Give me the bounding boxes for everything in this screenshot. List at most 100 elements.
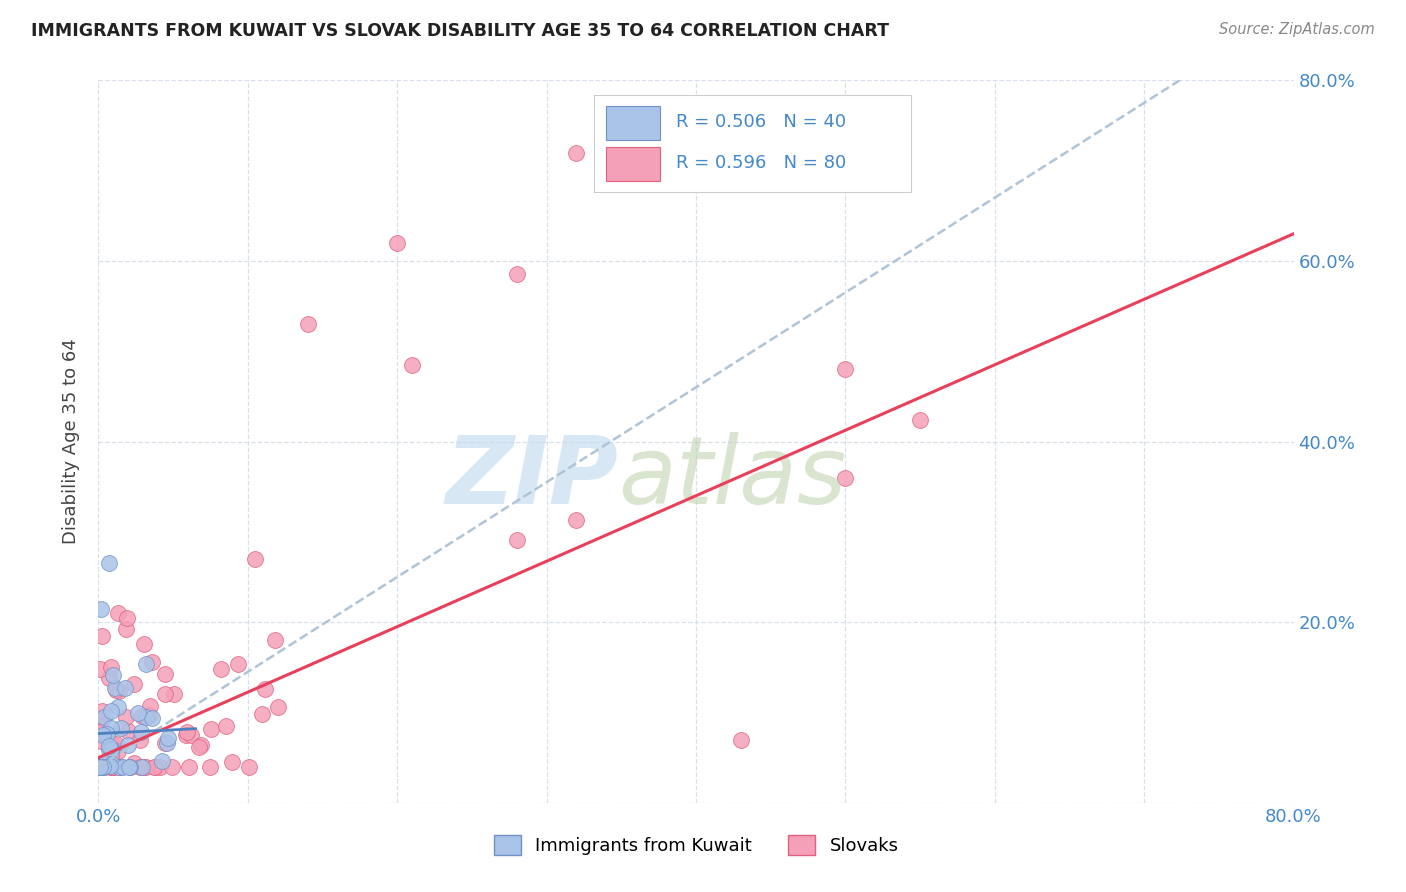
Point — [297, 317, 319, 331]
Point — [131, 725, 153, 739]
Point — [89, 724, 111, 739]
Point — [89, 760, 111, 774]
Point — [90, 704, 112, 718]
Point — [132, 760, 155, 774]
Text: IMMIGRANTS FROM KUWAIT VS SLOVAK DISABILITY AGE 35 TO 64 CORRELATION CHART: IMMIGRANTS FROM KUWAIT VS SLOVAK DISABIL… — [31, 22, 889, 40]
Point — [150, 754, 173, 768]
Point — [139, 699, 162, 714]
Point — [264, 633, 287, 648]
Point — [118, 760, 141, 774]
Point — [385, 235, 409, 250]
Point — [93, 756, 115, 770]
Point — [101, 760, 124, 774]
FancyBboxPatch shape — [595, 95, 911, 193]
Point — [200, 722, 222, 736]
Point — [104, 682, 127, 697]
Point — [101, 760, 124, 774]
Point — [108, 760, 131, 774]
Point — [114, 710, 136, 724]
Point — [156, 736, 179, 750]
Point — [100, 704, 122, 718]
Point — [127, 706, 149, 720]
Point — [103, 760, 125, 774]
Point — [506, 533, 529, 547]
Point — [101, 741, 124, 756]
Point — [908, 413, 931, 427]
Point — [565, 513, 588, 527]
Point — [122, 677, 145, 691]
Point — [141, 656, 163, 670]
Text: Source: ZipAtlas.com: Source: ZipAtlas.com — [1219, 22, 1375, 37]
Point — [91, 760, 114, 774]
Point — [114, 681, 136, 695]
Point — [90, 601, 112, 615]
Point — [129, 732, 152, 747]
Point — [91, 728, 114, 742]
Point — [149, 760, 172, 774]
Point — [141, 711, 163, 725]
Point — [89, 712, 111, 726]
Point — [135, 710, 157, 724]
Point — [97, 743, 120, 757]
Point — [401, 358, 423, 372]
Text: ZIP: ZIP — [446, 432, 619, 524]
Point — [565, 145, 588, 160]
Point — [115, 611, 138, 625]
Y-axis label: Disability Age 35 to 64: Disability Age 35 to 64 — [62, 339, 80, 544]
Point — [110, 721, 132, 735]
Point — [162, 687, 184, 701]
Point — [89, 760, 111, 774]
Text: R = 0.506   N = 40: R = 0.506 N = 40 — [676, 113, 846, 131]
Point — [730, 732, 752, 747]
Point — [91, 760, 114, 774]
Point — [107, 700, 129, 714]
Point — [834, 362, 856, 376]
Text: atlas: atlas — [619, 432, 846, 524]
Point — [89, 759, 111, 773]
Point — [155, 667, 177, 681]
Point — [89, 760, 111, 774]
FancyBboxPatch shape — [606, 147, 661, 181]
Point — [98, 739, 121, 754]
Point — [97, 557, 120, 571]
Point — [91, 760, 114, 774]
Point — [101, 668, 124, 682]
Point — [215, 719, 238, 733]
Point — [153, 687, 176, 701]
Point — [253, 681, 276, 696]
Point — [100, 743, 122, 757]
Point — [506, 268, 529, 282]
Point — [221, 755, 243, 769]
Point — [90, 760, 112, 774]
Point — [98, 758, 121, 772]
Point — [190, 739, 212, 753]
Point — [120, 760, 142, 774]
Point — [100, 760, 122, 774]
Point — [100, 721, 122, 735]
Point — [90, 714, 112, 728]
Point — [267, 699, 290, 714]
Point — [156, 731, 179, 745]
Point — [89, 759, 111, 773]
Point — [238, 760, 260, 774]
Point — [209, 662, 232, 676]
Point — [117, 724, 139, 739]
Point — [100, 760, 122, 774]
Point — [143, 760, 166, 774]
Point — [135, 760, 157, 774]
Point — [131, 709, 153, 723]
Point — [108, 683, 131, 698]
Point — [107, 760, 129, 774]
Point — [134, 637, 156, 651]
Point — [108, 760, 131, 774]
Text: R = 0.596   N = 80: R = 0.596 N = 80 — [676, 154, 846, 172]
Point — [89, 760, 111, 774]
Point — [118, 760, 141, 774]
Point — [104, 681, 127, 695]
Point — [115, 622, 138, 636]
Point — [107, 744, 129, 758]
Point — [153, 736, 176, 750]
Point — [160, 760, 183, 774]
Legend: Immigrants from Kuwait, Slovaks: Immigrants from Kuwait, Slovaks — [486, 828, 905, 863]
Point — [100, 660, 122, 674]
